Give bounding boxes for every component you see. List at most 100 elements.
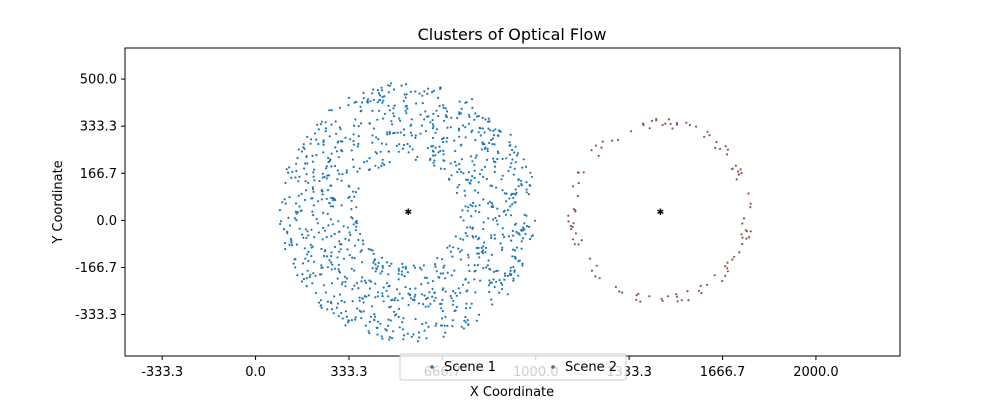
scatter-point xyxy=(290,176,293,179)
scatter-point xyxy=(486,147,489,150)
scatter-point xyxy=(304,189,308,192)
scatter-point xyxy=(388,131,391,134)
scatter-point xyxy=(513,269,516,272)
scatter-point xyxy=(412,333,415,336)
scatter-point xyxy=(460,325,463,328)
scatter-point xyxy=(433,291,436,294)
scatter-point xyxy=(450,174,453,177)
scatter-point xyxy=(424,305,427,308)
scatter-point xyxy=(434,324,437,327)
scatter-point xyxy=(326,300,329,303)
scatter-point xyxy=(515,191,518,194)
scatter-point xyxy=(403,143,406,147)
scatter-point xyxy=(496,223,499,226)
scatter-point xyxy=(311,188,315,191)
scatter-point xyxy=(373,259,376,262)
scatter-point xyxy=(325,165,328,168)
scatter-point xyxy=(594,144,598,147)
scatter-point xyxy=(374,150,377,154)
scatter-point xyxy=(487,217,490,220)
scatter-point xyxy=(324,249,327,252)
scatter-point xyxy=(306,162,309,165)
scatter-point xyxy=(724,145,727,148)
scatter-point xyxy=(374,296,377,299)
scatter-point xyxy=(344,324,347,327)
scatter-point xyxy=(286,232,289,235)
scatter-point xyxy=(505,200,508,203)
scatter-point xyxy=(571,225,574,229)
scatter-point xyxy=(326,212,329,215)
scatter-point xyxy=(350,149,353,152)
scatter-point xyxy=(363,161,366,164)
scatter-point xyxy=(749,206,752,209)
scatter-point xyxy=(475,319,478,322)
scatter-point xyxy=(295,212,298,215)
scatter-point xyxy=(284,248,287,251)
scatter-point xyxy=(460,158,463,161)
scatter-point xyxy=(303,167,306,170)
scatter-point xyxy=(676,300,679,303)
scatter-point xyxy=(350,199,353,202)
scatter-point xyxy=(394,314,397,317)
scatter-point xyxy=(315,217,318,221)
scatter-point xyxy=(320,120,323,123)
scatter-point xyxy=(483,165,486,168)
scatter-point xyxy=(409,131,413,134)
scatter-point xyxy=(469,203,472,206)
scatter-point xyxy=(339,140,342,143)
scatter-point xyxy=(330,268,333,271)
scatter-point xyxy=(433,263,437,266)
scatter-point xyxy=(468,269,471,273)
scatter-point xyxy=(435,109,438,112)
scatter-point xyxy=(304,198,307,202)
scatter-point xyxy=(310,255,313,258)
scatter-point xyxy=(387,91,390,94)
scatter-point xyxy=(487,117,490,120)
scatter-point xyxy=(312,272,315,275)
scatter-point xyxy=(322,141,325,144)
scatter-point xyxy=(423,118,426,121)
scatter-point xyxy=(428,291,431,294)
scatter-point xyxy=(504,213,508,216)
scatter-point xyxy=(494,216,497,220)
scatter-point xyxy=(360,310,363,313)
scatter-point xyxy=(427,305,430,308)
scatter-point xyxy=(635,298,638,301)
scatter-point xyxy=(459,112,463,115)
scatter-point xyxy=(360,122,363,125)
scatter-point xyxy=(311,154,314,157)
scatter-point xyxy=(500,288,504,291)
scatter-point xyxy=(469,179,473,182)
scatter-point xyxy=(431,136,435,139)
scatter-point xyxy=(438,145,441,148)
scatter-point xyxy=(380,86,383,89)
scatter-point xyxy=(431,123,434,126)
scatter-point xyxy=(412,264,415,267)
scatter-point xyxy=(680,299,683,302)
scatter-point xyxy=(328,201,331,205)
scatter-point xyxy=(580,239,583,242)
scatter-point xyxy=(292,262,295,265)
scatter-point xyxy=(499,242,502,245)
scatter-point xyxy=(477,181,480,184)
scatter-point xyxy=(488,290,491,293)
scatter-point xyxy=(390,337,394,340)
scatter-point xyxy=(295,219,298,222)
scatter-point xyxy=(525,188,528,191)
scatter-point xyxy=(509,269,512,272)
scatter-point xyxy=(376,118,379,121)
scatter-point xyxy=(350,216,353,219)
scatter-point xyxy=(362,243,365,246)
scatter-point xyxy=(445,140,448,143)
scatter-point xyxy=(407,151,410,154)
scatter-point xyxy=(320,198,323,201)
scatter-point xyxy=(304,162,307,165)
scatter-point xyxy=(414,136,417,139)
scatter-point xyxy=(441,298,444,301)
scatter-point xyxy=(718,147,722,150)
scatter-point xyxy=(525,214,528,217)
scatter-point xyxy=(501,233,504,236)
scatter-point xyxy=(403,134,406,137)
scatter-point xyxy=(330,152,333,155)
scatter-point xyxy=(429,302,432,306)
